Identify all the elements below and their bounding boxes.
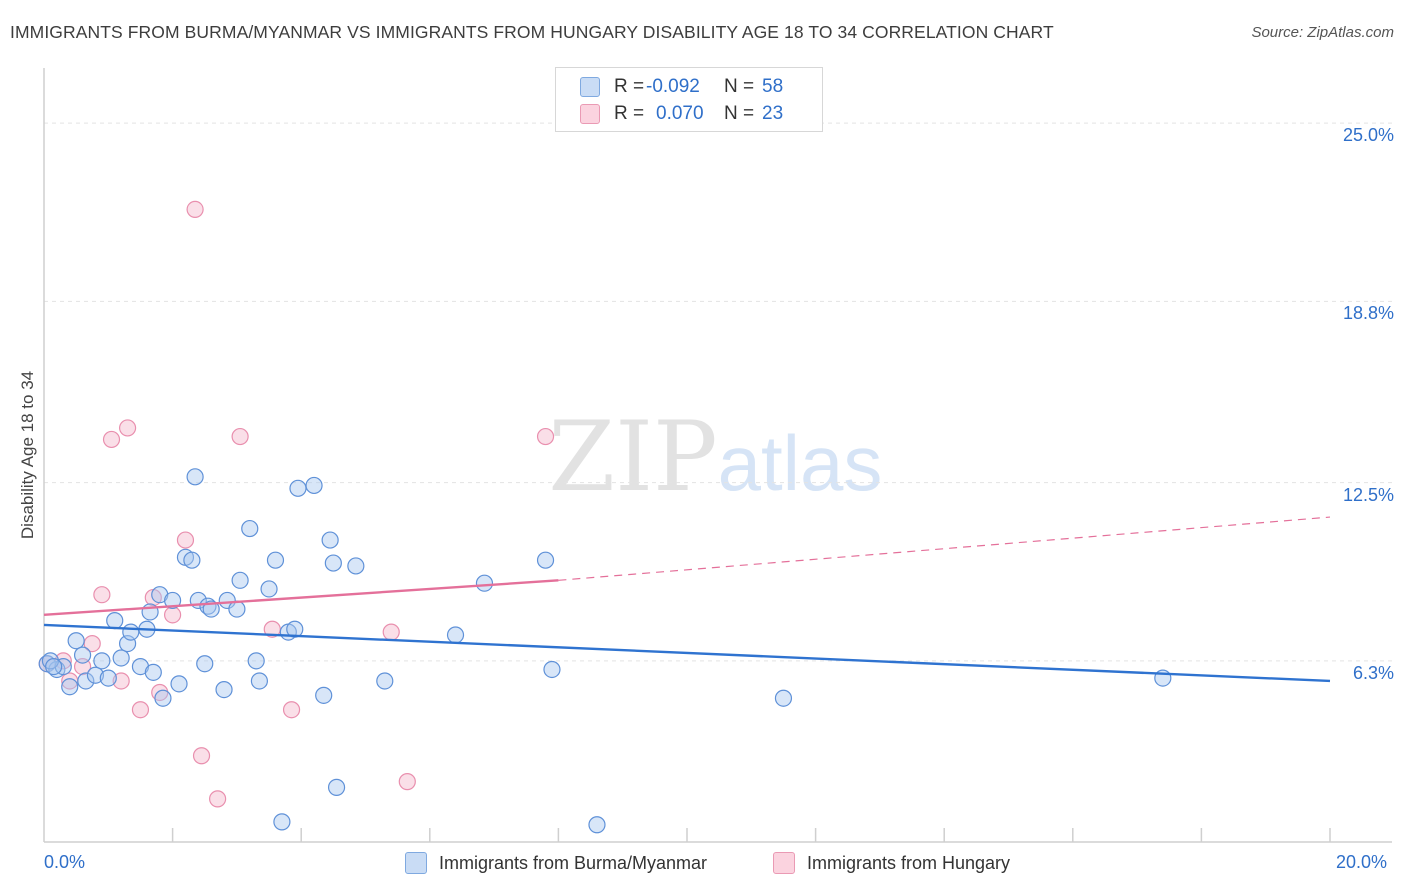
hungary-point	[398, 773, 416, 791]
burma-point	[99, 669, 117, 687]
legend-r-label: R =	[614, 103, 645, 124]
burma-point	[215, 680, 233, 699]
burma-point	[112, 649, 130, 667]
burma-point	[199, 597, 217, 615]
hungary-point	[93, 586, 111, 604]
burma-point	[376, 672, 394, 690]
x-tick-max: 20.0%	[1336, 852, 1388, 872]
burma-point	[228, 600, 246, 618]
burma-point	[61, 678, 79, 696]
burma-trend-line	[43, 623, 1331, 683]
hungary-point	[536, 427, 555, 446]
legend-n-value: 23	[762, 103, 784, 124]
hungary-point	[382, 623, 400, 641]
x-tick-min: 0.0%	[44, 852, 86, 872]
hungary-point	[192, 747, 211, 765]
trend-lines	[43, 516, 1331, 683]
hungary-point	[102, 430, 121, 449]
bottom-legend-label-burma: Immigrants from Burma/Myanmar	[439, 852, 708, 873]
hungary-point	[164, 606, 182, 624]
hungary-point	[118, 419, 137, 437]
burma-point	[315, 686, 333, 704]
hungary-trend-line	[43, 579, 559, 617]
burma-point	[543, 660, 561, 679]
legend-swatch-hungary	[580, 104, 600, 124]
burma-point	[164, 591, 182, 610]
legend-r-label: R =	[614, 76, 645, 97]
burma-point	[536, 551, 555, 569]
burma-point	[588, 816, 606, 834]
burma-point	[67, 632, 85, 650]
burma-point	[231, 571, 249, 589]
chart-title: IMMIGRANTS FROM BURMA/MYANMAR VS IMMIGRA…	[10, 22, 1054, 42]
bottom-legend-burma: Immigrants from Burma/Myanmar	[405, 852, 707, 874]
burma-point	[183, 551, 201, 569]
legend-swatch-burma	[580, 77, 600, 97]
burma-point	[77, 672, 95, 690]
burma-points	[38, 468, 1172, 834]
legend-n-value: 58	[762, 76, 784, 97]
hungary-point	[176, 531, 195, 549]
burma-point	[144, 663, 162, 681]
burma-point	[475, 574, 494, 592]
burma-point	[45, 657, 63, 676]
y-tick-label: 18.8%	[1342, 303, 1394, 324]
y-tick-label: 25.0%	[1342, 125, 1394, 146]
burma-point	[93, 652, 111, 670]
burma-point	[347, 557, 365, 575]
legend-row-burma: R = -0.092 N = 58	[580, 74, 783, 100]
legend-n-label: N =	[724, 76, 755, 97]
burma-point	[273, 813, 291, 831]
hungary-points	[38, 200, 555, 808]
burma-point	[73, 646, 92, 664]
hungary-point	[186, 200, 204, 218]
burma-point	[86, 666, 105, 684]
hungary-trend-extension	[558, 516, 1331, 581]
hungary-point	[231, 427, 249, 446]
burma-point	[327, 778, 346, 796]
y-tick-label: 12.5%	[1342, 484, 1394, 505]
bottom-legend-hungary: Immigrants from Hungary	[773, 852, 1010, 874]
burma-point	[774, 689, 793, 707]
bottom-legend-label-hungary: Immigrants from Hungary	[807, 852, 1011, 873]
burma-point	[289, 479, 307, 497]
burma-point	[122, 623, 140, 641]
bottom-swatch-hungary	[773, 852, 795, 874]
legend-r-value: -0.092	[646, 76, 700, 97]
y-tick-label: 6.3%	[1352, 662, 1394, 683]
watermark-zip: ZIP	[548, 401, 717, 513]
correlation-legend: R = -0.092 N = 58 R = 0.070 N = 23	[555, 67, 823, 132]
axes	[43, 68, 1392, 843]
burma-point	[247, 652, 265, 670]
watermark-atlas: atlas	[718, 419, 883, 507]
burma-point	[154, 689, 172, 707]
legend-n-label: N =	[724, 103, 755, 124]
burma-point	[446, 626, 465, 644]
watermark: ZIP atlas	[548, 401, 882, 513]
burma-point	[241, 519, 259, 538]
burma-point	[324, 554, 342, 572]
hungary-point	[131, 701, 150, 719]
burma-point	[266, 551, 285, 569]
burma-point	[321, 531, 339, 549]
legend-r-value: 0.070	[656, 103, 704, 124]
burma-point	[186, 468, 204, 486]
burma-point	[170, 675, 188, 693]
burma-point	[106, 611, 124, 630]
burma-point	[218, 591, 236, 610]
hungary-point	[112, 672, 130, 690]
burma-point	[305, 476, 323, 495]
burma-point	[286, 620, 304, 638]
source-credit: Source: ZipAtlas.com	[1251, 24, 1394, 41]
legend-row-hungary: R = 0.070 N = 23	[580, 101, 783, 127]
bottom-swatch-burma	[405, 852, 427, 874]
burma-point	[196, 655, 214, 673]
hungary-point	[209, 790, 227, 808]
hungary-point	[282, 701, 301, 719]
burma-point	[260, 580, 278, 598]
burma-point	[250, 672, 269, 690]
